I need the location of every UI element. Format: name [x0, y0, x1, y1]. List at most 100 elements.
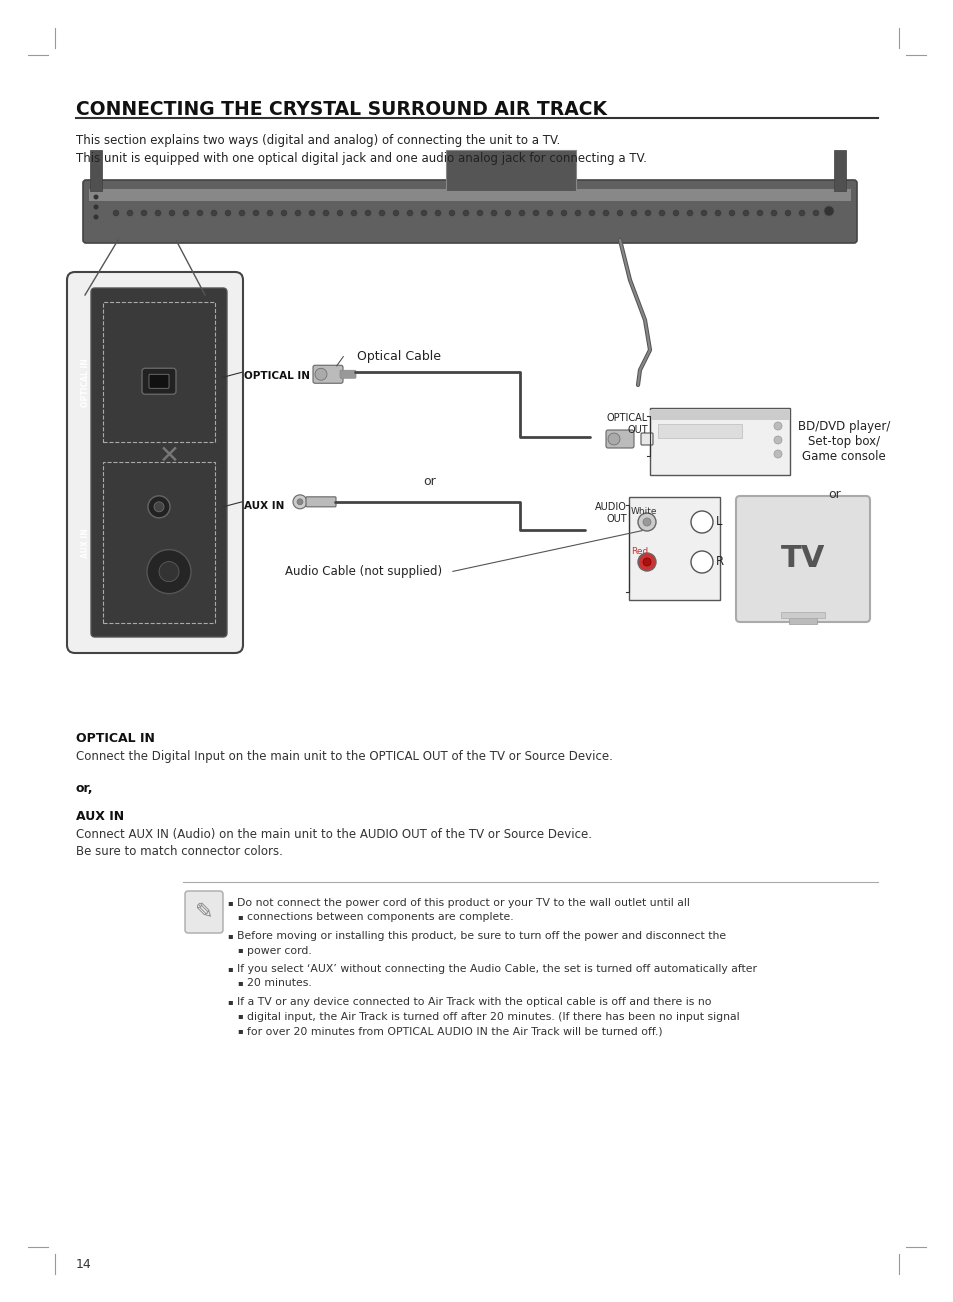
FancyBboxPatch shape	[649, 408, 789, 475]
Circle shape	[588, 210, 595, 216]
Text: ▪: ▪	[236, 945, 242, 954]
Text: If you select ‘AUX’ without connecting the Audio Cable, the set is turned off au: If you select ‘AUX’ without connecting t…	[236, 963, 757, 974]
Text: White: White	[630, 506, 657, 516]
Text: AUX IN: AUX IN	[76, 810, 124, 823]
FancyBboxPatch shape	[446, 150, 576, 191]
Circle shape	[147, 549, 191, 594]
Bar	[658, 424, 741, 437]
Text: Connect the Digital Input on the main unit to the OPTICAL OUT of the TV or Sourc: Connect the Digital Input on the main un…	[76, 750, 612, 763]
Circle shape	[672, 210, 679, 216]
Text: ✕: ✕	[158, 444, 179, 467]
Text: Do not connect the power cord of this product or your TV to the wall outlet unti: Do not connect the power cord of this pr…	[236, 898, 689, 907]
Circle shape	[281, 210, 287, 216]
Circle shape	[309, 210, 314, 216]
Text: OPTICAL IN: OPTICAL IN	[76, 732, 154, 745]
Circle shape	[293, 495, 307, 509]
Circle shape	[823, 206, 833, 216]
Text: CONNECTING THE CRYSTAL SURROUND AIR TRACK: CONNECTING THE CRYSTAL SURROUND AIR TRAC…	[76, 100, 606, 118]
Text: Red: Red	[630, 547, 648, 556]
Circle shape	[757, 210, 762, 216]
Text: Optical Cable: Optical Cable	[356, 350, 440, 363]
Text: or,: or,	[76, 783, 93, 796]
FancyBboxPatch shape	[67, 272, 243, 654]
Text: ▪: ▪	[236, 1012, 242, 1021]
Circle shape	[504, 210, 511, 216]
Circle shape	[560, 210, 566, 216]
Text: connections between components are complete.: connections between components are compl…	[247, 913, 513, 923]
Circle shape	[690, 551, 712, 573]
Circle shape	[812, 210, 818, 216]
Circle shape	[393, 210, 398, 216]
Circle shape	[296, 499, 303, 505]
Text: Before moving or installing this product, be sure to turn off the power and disc: Before moving or installing this product…	[236, 931, 725, 941]
Text: or: or	[423, 475, 436, 488]
Circle shape	[239, 210, 245, 216]
Circle shape	[659, 210, 664, 216]
Text: ▪: ▪	[227, 898, 233, 907]
Text: ▪: ▪	[236, 1026, 242, 1035]
Text: AUX IN: AUX IN	[81, 527, 91, 557]
Circle shape	[575, 210, 580, 216]
FancyBboxPatch shape	[185, 891, 223, 934]
FancyBboxPatch shape	[313, 366, 343, 383]
Circle shape	[742, 210, 748, 216]
Text: ▪: ▪	[227, 997, 233, 1006]
Text: or: or	[828, 488, 841, 501]
Circle shape	[449, 210, 455, 216]
FancyBboxPatch shape	[605, 430, 634, 448]
Circle shape	[93, 215, 98, 220]
Circle shape	[462, 210, 469, 216]
FancyBboxPatch shape	[83, 180, 856, 243]
Circle shape	[127, 210, 132, 216]
Text: Be sure to match connector colors.: Be sure to match connector colors.	[76, 845, 283, 858]
Circle shape	[617, 210, 622, 216]
Circle shape	[686, 210, 692, 216]
Circle shape	[159, 561, 179, 582]
Text: R: R	[716, 556, 723, 569]
Circle shape	[773, 422, 781, 430]
Circle shape	[336, 210, 343, 216]
Circle shape	[638, 513, 656, 531]
Circle shape	[630, 210, 637, 216]
Circle shape	[607, 434, 619, 445]
Text: AUX IN: AUX IN	[244, 501, 284, 510]
Circle shape	[365, 210, 371, 216]
Text: TV: TV	[780, 544, 824, 573]
Circle shape	[351, 210, 356, 216]
Circle shape	[141, 210, 147, 216]
Circle shape	[642, 559, 650, 566]
Text: 14: 14	[76, 1258, 91, 1271]
Circle shape	[784, 210, 790, 216]
Circle shape	[799, 210, 804, 216]
Circle shape	[378, 210, 385, 216]
Bar	[90, 150, 102, 191]
Circle shape	[435, 210, 440, 216]
Circle shape	[225, 210, 231, 216]
Text: AUDIO
OUT: AUDIO OUT	[595, 503, 626, 523]
Bar	[649, 410, 789, 421]
FancyBboxPatch shape	[91, 288, 227, 637]
Circle shape	[169, 210, 174, 216]
Circle shape	[314, 368, 327, 380]
Circle shape	[183, 210, 189, 216]
Text: ▪: ▪	[236, 913, 242, 922]
Circle shape	[420, 210, 427, 216]
Bar	[103, 302, 214, 443]
Circle shape	[644, 210, 650, 216]
Circle shape	[642, 518, 650, 526]
Bar	[788, 618, 816, 624]
Circle shape	[211, 210, 216, 216]
Circle shape	[770, 210, 776, 216]
Text: power cord.: power cord.	[247, 945, 312, 956]
Circle shape	[602, 210, 608, 216]
Circle shape	[253, 210, 258, 216]
Circle shape	[323, 210, 329, 216]
Text: L: L	[716, 516, 721, 529]
Bar	[781, 612, 824, 618]
Circle shape	[518, 210, 524, 216]
Text: ▪: ▪	[227, 931, 233, 940]
Circle shape	[638, 553, 656, 572]
Text: 20 minutes.: 20 minutes.	[247, 979, 312, 988]
FancyBboxPatch shape	[306, 497, 335, 506]
Circle shape	[728, 210, 734, 216]
